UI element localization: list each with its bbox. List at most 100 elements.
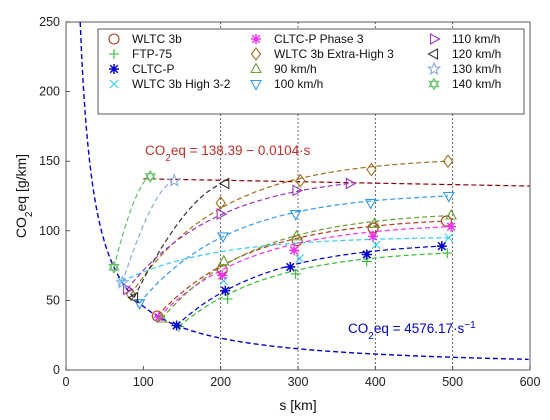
legend-marker <box>108 33 120 45</box>
series-trend-line <box>113 176 149 268</box>
legend-marker <box>109 79 119 89</box>
series-trend-line <box>121 237 449 283</box>
data-point <box>215 196 226 210</box>
hyperbolic-fit-line <box>79 21 529 361</box>
legend-label: WLTC 3b Extra-High 3 <box>274 47 394 61</box>
y-tick-label: 100 <box>39 224 60 238</box>
data-point <box>290 268 301 279</box>
x-tick-label: 300 <box>288 375 309 389</box>
data-point <box>144 169 157 184</box>
data-point <box>345 177 357 190</box>
series-trend-line <box>158 226 452 318</box>
y-tick-label: 250 <box>39 15 60 29</box>
data-point <box>442 248 453 259</box>
series-trend-line <box>176 245 442 326</box>
data-point <box>442 154 454 169</box>
data-point <box>364 198 377 210</box>
legend-marker <box>251 34 261 44</box>
legend-label: 120 km/h <box>452 47 501 61</box>
legend-marker <box>109 64 119 74</box>
svg-text:CO2eq [g/km]: CO2eq [g/km] <box>13 154 35 238</box>
legend-label: WLTC 3b High 3-2 <box>132 77 231 91</box>
data-point <box>115 275 130 289</box>
data-point <box>133 299 146 310</box>
legend-label: 140 km/h <box>452 77 501 91</box>
y-tick-label: 200 <box>39 85 60 99</box>
data-point <box>217 270 228 281</box>
data-point <box>295 254 304 264</box>
data-point <box>295 173 306 188</box>
legend-label: 130 km/h <box>452 62 501 76</box>
legend-label: WLTC 3b <box>132 32 182 46</box>
data-point <box>108 260 120 274</box>
legend-label: CLTC-P Phase 3 <box>274 32 364 46</box>
linear-fit-line <box>143 178 531 187</box>
axis-ticks: 0 100 200 300 400 500 600 0 50 100 150 200 250 <box>39 15 540 389</box>
legend-label: 90 km/h <box>274 62 317 76</box>
legend-label: CLTC-P <box>132 62 174 76</box>
x-tick-label: 400 <box>365 375 386 389</box>
legend-marker <box>250 79 262 91</box>
x-tick-label: 100 <box>133 375 154 389</box>
data-point <box>171 320 182 331</box>
series-trend-line <box>130 160 447 295</box>
data-point <box>292 184 304 197</box>
data-point <box>155 312 168 323</box>
data-point <box>220 285 231 296</box>
data-point <box>444 233 454 243</box>
data-point <box>446 221 457 232</box>
data-point <box>289 245 300 256</box>
legend-label: FTP-75 <box>132 47 172 61</box>
data-point <box>289 210 302 221</box>
data-points <box>108 154 458 332</box>
data-point <box>222 294 233 305</box>
data-point <box>445 208 458 220</box>
data-point <box>218 177 230 190</box>
data-point <box>371 240 381 250</box>
legend-label: 100 km/h <box>274 77 323 91</box>
data-point <box>217 254 230 266</box>
data-point <box>219 276 229 286</box>
data-point <box>442 191 455 203</box>
fit-curves <box>79 21 531 361</box>
x-tick-label: 0 <box>63 375 70 389</box>
data-point <box>361 249 372 260</box>
x-tick-label: 500 <box>442 375 463 389</box>
series-trend-line <box>121 181 173 283</box>
legend-marker <box>429 33 441 45</box>
y-tick-label: 150 <box>39 154 60 168</box>
legend-marker <box>427 48 439 60</box>
legend-marker <box>250 62 262 74</box>
data-point <box>217 232 229 244</box>
x-tick-label: 200 <box>210 375 231 389</box>
legend-marker <box>109 49 119 59</box>
y-axis-label: CO2eq [g/km] <box>13 154 35 238</box>
y-tick-label: 0 <box>53 363 60 377</box>
series-trend-line <box>161 215 450 319</box>
data-point <box>167 173 182 187</box>
x-tick-label: 600 <box>520 375 541 389</box>
data-point <box>368 217 381 228</box>
x-axis-label: s [km] <box>279 397 316 413</box>
data-point <box>153 312 164 323</box>
legend-marker <box>250 47 262 61</box>
data-point <box>127 291 139 304</box>
data-point <box>123 283 134 296</box>
data-point <box>290 229 303 241</box>
legend-marker <box>428 77 440 91</box>
hyperbolic-fit-annotation: CO2eq = 4576.17·s−1 <box>348 320 476 342</box>
data-point <box>368 231 379 242</box>
data-point <box>366 162 377 177</box>
legend-box <box>97 28 525 115</box>
data-point <box>436 241 447 252</box>
series-trend-line <box>126 182 350 290</box>
data-point <box>216 208 228 221</box>
legend-marker <box>426 61 442 76</box>
linear-fit-annotation: CO2eq = 138.39 − 0.0104·s <box>145 143 311 164</box>
y-tick-label: 50 <box>46 293 60 307</box>
series-trend-line <box>178 252 446 328</box>
legend-label: 110 km/h <box>452 32 500 46</box>
series-trend-line <box>133 183 221 298</box>
